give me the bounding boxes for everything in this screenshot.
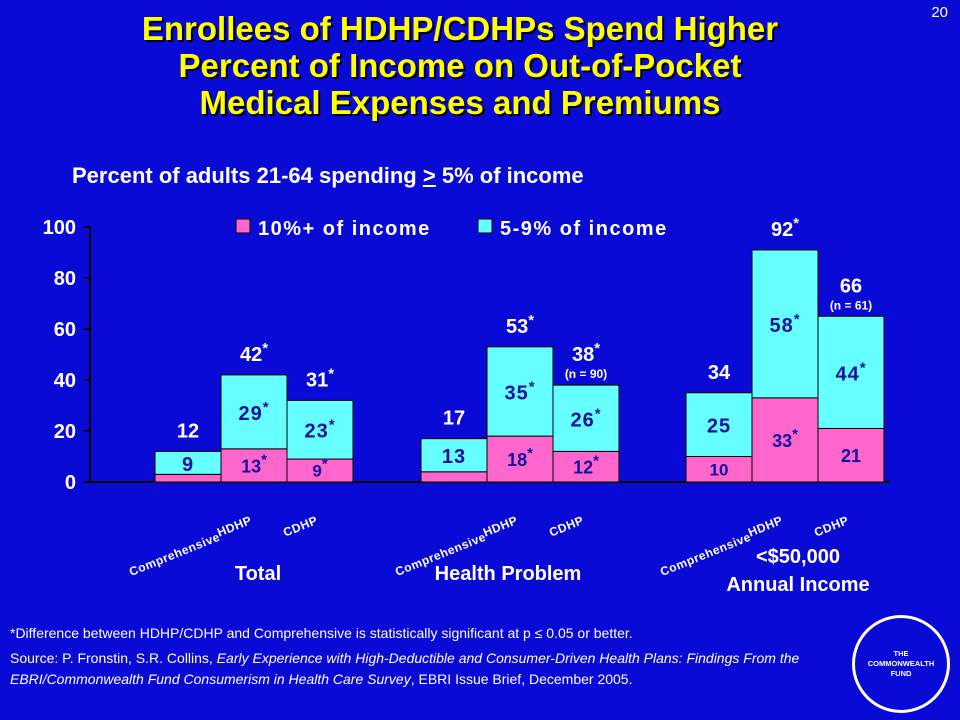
segment-label-5to9: 23* xyxy=(304,417,335,443)
bar-segment-5to9 xyxy=(817,315,885,429)
significance-star: * xyxy=(794,311,801,328)
segment-label-5to9: 29* xyxy=(238,399,269,425)
bar-total-label: 12 xyxy=(177,420,199,442)
bar-segment-10plus xyxy=(751,397,819,483)
significance-star: * xyxy=(793,215,799,232)
category-label: Comprehensive xyxy=(127,530,222,579)
logo-line: COMMONWEALTH xyxy=(867,659,935,668)
segment-label-10plus: 12* xyxy=(573,453,599,478)
category-label: CDHP xyxy=(281,513,320,539)
bar-total-label: 66 xyxy=(840,275,862,297)
group-label: <$50,000 xyxy=(756,546,840,568)
bar-total-label: 31* xyxy=(306,365,334,391)
bar-segment-5to9 xyxy=(552,384,620,452)
significance-star: * xyxy=(263,399,270,416)
segment-label-10plus: 13* xyxy=(241,451,267,476)
logo-line: THE xyxy=(893,649,909,658)
bar-segment-10plus xyxy=(817,427,885,483)
subtitle-text: Percent of adults 21-64 spending xyxy=(72,163,423,188)
category-label: HDHP xyxy=(746,513,785,539)
legend-label: 5-9% of income xyxy=(500,218,668,240)
legend-swatch xyxy=(477,218,493,234)
bar-total-label: 34 xyxy=(708,362,731,384)
segment-label-10plus: 9* xyxy=(312,456,327,481)
bar-total-label: 42* xyxy=(240,340,268,366)
sample-size-note: (n = 90) xyxy=(565,367,607,381)
bar-segment-5to9 xyxy=(751,249,819,399)
significance-star: * xyxy=(860,359,867,376)
slide-number: 20 xyxy=(931,4,948,21)
segment-label-5to9: 25 xyxy=(707,416,731,438)
significance-star: * xyxy=(329,417,336,434)
bar-segment-5to9 xyxy=(685,392,753,457)
significance-star: * xyxy=(261,451,267,468)
category-label: CDHP xyxy=(547,513,586,539)
significance-star: * xyxy=(322,456,328,473)
source-suffix: , EBRI Issue Brief, December 2005. xyxy=(410,671,633,687)
commonwealth-fund-logo: THE COMMONWEALTH FUND xyxy=(852,615,950,713)
significance-star: * xyxy=(593,453,599,470)
segment-label-5to9: 58* xyxy=(769,311,800,337)
significance-footnote: *Difference between HDHP/CDHP and Compre… xyxy=(10,625,633,641)
bar-total-label: 38* xyxy=(572,340,600,366)
bar-segment-10plus xyxy=(486,435,554,483)
segment-label-10plus: 33* xyxy=(772,426,798,451)
source-title: Early Experience with High-Deductible an… xyxy=(10,650,800,687)
significance-star: * xyxy=(529,378,536,395)
segment-label-10plus: 18* xyxy=(507,445,533,470)
segment-label-5to9: 26* xyxy=(570,405,601,431)
group-label: Annual Income xyxy=(726,574,869,596)
segment-label-5to9: 44* xyxy=(835,359,866,385)
category-label: Comprehensive xyxy=(658,530,753,579)
sample-size-note: (n = 61) xyxy=(830,298,872,312)
segment-label-5to9: 13 xyxy=(442,446,466,468)
y-tick-label: 100 xyxy=(43,217,76,239)
category-label: CDHP xyxy=(812,513,851,539)
title-line-2: Percent of Income on Out-of-Pocket xyxy=(178,47,742,84)
significance-star: * xyxy=(792,426,798,443)
y-tick-label: 20 xyxy=(54,421,76,443)
significance-star: * xyxy=(594,340,600,357)
stacked-bar-chart: 0 20 40 60 80 100 10%+ of income 5-9% of income… xyxy=(43,215,890,596)
y-tick-label: 40 xyxy=(54,370,76,392)
legend-label: 10%+ of income xyxy=(258,218,431,240)
significance-star: * xyxy=(262,340,268,357)
bar-segment-5to9 xyxy=(286,399,354,460)
logo-line: FUND xyxy=(890,669,912,678)
significance-star: * xyxy=(595,405,602,422)
segment-label-5to9: 9 xyxy=(182,454,194,476)
legend-swatch xyxy=(235,218,251,234)
segment-label-10plus: 10 xyxy=(710,460,729,479)
title-line-1: Enrollees of HDHP/CDHPs Spend Higher xyxy=(141,10,779,47)
bar-segment-10plus xyxy=(552,450,620,483)
bar-total-label: 92* xyxy=(771,215,799,241)
y-tick-label: 60 xyxy=(54,319,76,341)
source-prefix: Source: P. Fronstin, S.R. Collins, xyxy=(10,650,217,666)
group-label: Health Problem xyxy=(435,563,582,585)
subtitle-text-end: 5% of income xyxy=(435,163,584,188)
bar-segment-5to9 xyxy=(220,374,288,450)
significance-star: * xyxy=(528,312,534,329)
y-tick-label: 0 xyxy=(65,472,76,494)
source-citation: Source: P. Fronstin, S.R. Collins, Early… xyxy=(10,648,855,690)
segment-label-5to9: 35* xyxy=(504,378,535,404)
category-label: HDHP xyxy=(215,513,254,539)
bar-segment-10plus xyxy=(685,456,753,483)
chart-subtitle: Percent of adults 21-64 spending > 5% of… xyxy=(72,163,584,189)
category-label: HDHP xyxy=(481,513,520,539)
bar-total-label: 17 xyxy=(443,408,465,430)
group-label: Total xyxy=(235,563,281,585)
y-tick-label: 80 xyxy=(54,268,76,290)
slide-title: Enrollees of HDHP/CDHPs Spend Higher Per… xyxy=(40,10,880,121)
subtitle-symbol: > xyxy=(422,163,436,188)
bar-total-label: 53* xyxy=(506,312,534,338)
significance-star: * xyxy=(328,365,334,382)
bar-segment-10plus xyxy=(420,471,488,483)
segment-label-10plus: 21 xyxy=(841,446,861,466)
title-line-3: Medical Expenses and Premiums xyxy=(199,84,721,121)
significance-star: * xyxy=(527,445,533,462)
